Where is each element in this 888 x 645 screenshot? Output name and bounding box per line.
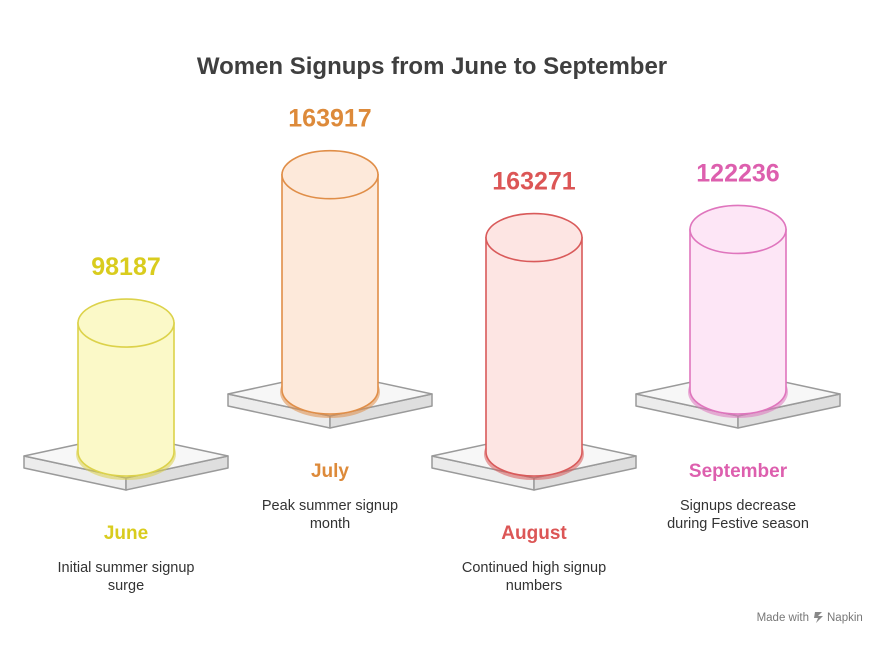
description-line: numbers (506, 578, 562, 594)
footer-brand: Napkin (827, 612, 863, 624)
bars: 98187 June Initial summer signup surge 16391… (23, 105, 841, 594)
bar-july: 163917 July Peak summer signup month (227, 105, 433, 532)
bar-june: 98187 June Initial summer signup surge (23, 253, 229, 594)
description-line: Peak summer signup (262, 498, 398, 514)
value-label: 98187 (91, 253, 161, 281)
napkin-logo-icon (814, 612, 823, 623)
bar-cylinder (688, 204, 788, 418)
value-label: 163917 (288, 105, 371, 133)
category-label: September (689, 461, 788, 482)
description-line: month (310, 516, 350, 532)
category-label: June (104, 523, 148, 544)
bar-cylinder (280, 149, 380, 418)
value-label: 163271 (492, 168, 576, 196)
description-line: during Festive season (667, 516, 809, 532)
footer-made-with: Made with (757, 612, 809, 624)
description-line: Initial summer signup (58, 560, 195, 576)
footer-credit: Made with Napkin (757, 612, 863, 624)
value-label: 122236 (696, 159, 779, 187)
bar-august: 163271 August Continued high signup numbers (431, 168, 637, 594)
bar-september: 122236 September Signups decrease during Fe… (635, 159, 841, 532)
description-line: surge (108, 578, 144, 594)
chart-title: Women Signups from June to September (197, 53, 667, 80)
description-line: Continued high signup (462, 560, 606, 576)
category-label: August (501, 523, 567, 544)
category-label: July (311, 461, 349, 482)
bar-cylinder (484, 212, 584, 480)
bar-cylinder (76, 298, 176, 480)
description-line: Signups decrease (680, 498, 796, 514)
